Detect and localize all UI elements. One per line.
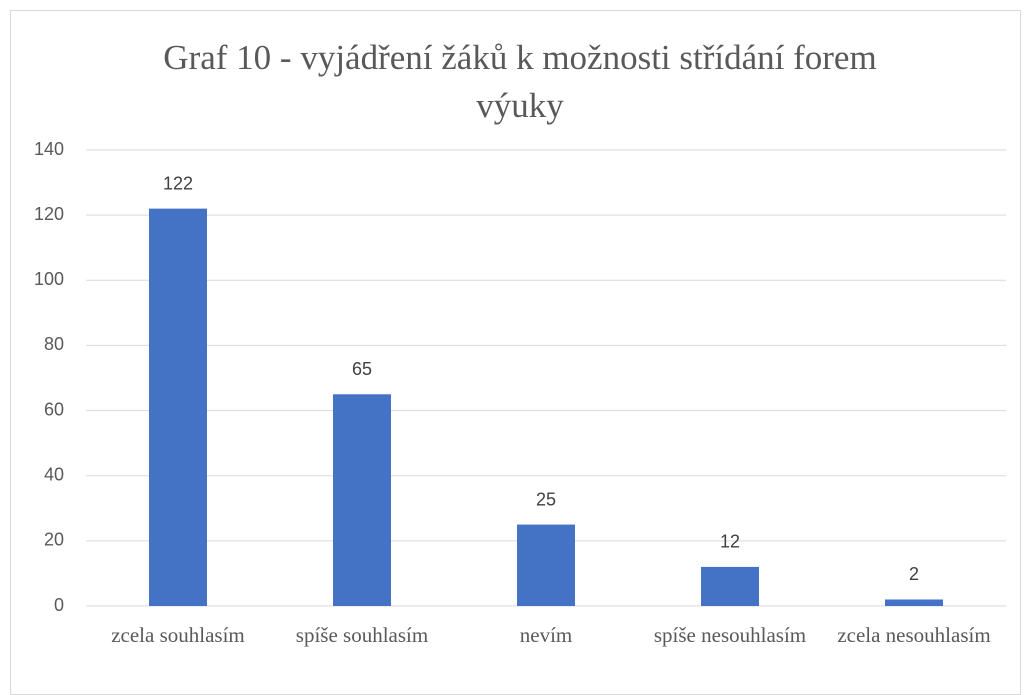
x-tick-label: zcela nesouhlasím: [837, 623, 991, 647]
y-tick-label: 80: [44, 334, 64, 354]
y-tick-label: 100: [34, 269, 64, 289]
data-label: 65: [352, 359, 372, 379]
y-tick-label: 120: [34, 204, 64, 224]
x-tick-label: spíše souhlasím: [295, 623, 429, 647]
y-tick-label: 40: [44, 464, 64, 484]
data-label: 2: [909, 564, 919, 584]
data-label: 12: [720, 532, 740, 552]
x-tick-label: zcela souhlasím: [111, 623, 245, 647]
data-label: 25: [536, 489, 556, 509]
data-label: 122: [163, 173, 193, 193]
x-tick-label: spíše nesouhlasím: [653, 623, 807, 647]
y-tick-label: 60: [44, 399, 64, 419]
y-tick-label: 0: [54, 595, 64, 615]
y-tick-label: 20: [44, 530, 64, 550]
chart-title: Graf 10 - vyjádření žáků k možnosti stří…: [163, 38, 877, 125]
bar: [149, 208, 207, 606]
bar: [333, 394, 391, 606]
bar: [701, 566, 759, 606]
bar: [517, 524, 575, 606]
x-tick-label: nevím: [519, 623, 573, 647]
y-tick-label: 140: [34, 139, 64, 159]
bar: [885, 599, 943, 606]
